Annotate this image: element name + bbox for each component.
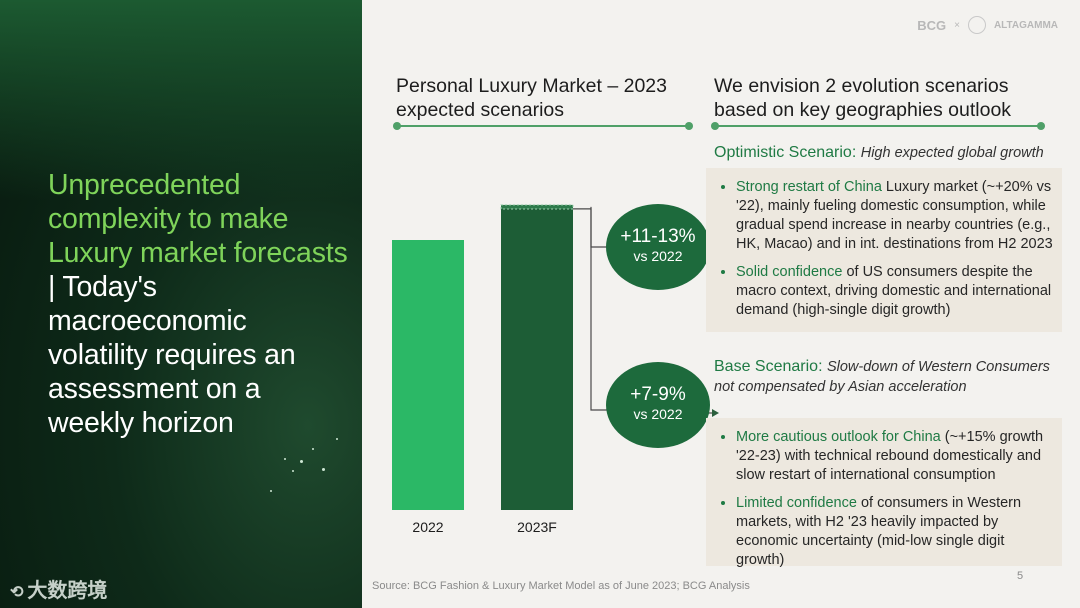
headline-separator: | [48, 271, 63, 303]
scenario-desc: Slow-down of Western Consumers not compe… [714, 359, 1050, 395]
badge-main: +7-9% [630, 384, 686, 405]
scenario-name: Base Scenario: [714, 358, 823, 375]
bullet-text: Luxury market (~+20% vs '22), mainly fue… [736, 179, 1053, 252]
x-tick-label: 2023F [517, 519, 557, 535]
source-note: Source: BCG Fashion & Luxury Market Mode… [372, 580, 750, 592]
bullet-text: of US consumers despite the macro contex… [736, 264, 1052, 318]
top-glow [0, 0, 362, 200]
badge-sub: vs 2022 [633, 248, 683, 264]
left-panel: Unprecedented complexity to make Luxury … [0, 0, 362, 608]
headline-highlight: Unprecedented complexity to make Luxury … [48, 169, 348, 269]
connector-to-base [573, 208, 611, 411]
altagamma-logo: ALTAGAMMA [993, 19, 1058, 31]
bullet-text: of consumers in Western markets, with H2… [736, 495, 1022, 568]
badge-sub: vs 2022 [633, 406, 683, 422]
logo-bar: BCG × ALTAGAMMA [917, 16, 1058, 34]
left-title-rule [393, 122, 693, 130]
optimistic-scenario-title: Optimistic Scenario: High expected globa… [714, 143, 1054, 163]
altagamma-seal-icon [967, 16, 986, 34]
bcg-logo: BCG [917, 17, 947, 33]
list-item: Limited confidence of consumers in Weste… [736, 494, 1054, 570]
watermark-logo-icon: ⟲ [10, 584, 24, 601]
scenario-desc: High expected global growth [860, 145, 1044, 161]
badge-main: +11-13% [620, 226, 696, 247]
bullet-highlight: Strong restart of China [736, 179, 882, 195]
page-number: 5 [1017, 570, 1024, 582]
x-tick-label: 2022 [412, 519, 443, 535]
right-title-line2: based on key geographies outlook [714, 99, 1012, 121]
right-title-line1: We envision 2 evolution scenarios [714, 75, 1009, 97]
headline-rest: Today's macroeconomic volatility require… [48, 271, 296, 439]
bar-2023f [501, 208, 573, 510]
sparkle-dot [312, 448, 314, 450]
sparkle-dot [270, 490, 272, 492]
base-growth-badge: +7-9% vs 2022 [606, 362, 710, 448]
optimistic-scenario-box: Strong restart of China Luxury market (~… [706, 168, 1062, 332]
right-column-title: We envision 2 evolution scenarios based … [714, 74, 1011, 122]
list-item: Solid confidence of US consumers despite… [736, 263, 1054, 320]
scenario-name: Optimistic Scenario: [714, 144, 857, 161]
sparkle-dot [300, 460, 303, 463]
connector-to-optimistic [590, 206, 613, 248]
bullet-highlight: Limited confidence [736, 495, 857, 511]
sparkle-dot [292, 470, 294, 472]
base-scenario-title: Base Scenario: Slow-down of Western Cons… [714, 357, 1054, 397]
bullet-highlight: More cautious outlook for China [736, 429, 941, 445]
base-scenario-box: More cautious outlook for China (~+15% g… [706, 418, 1062, 568]
list-item: Strong restart of China Luxury market (~… [736, 178, 1054, 254]
logo-separator: × [954, 19, 960, 31]
bar-2022 [392, 240, 464, 510]
watermark: ⟲ 大数跨境 [10, 574, 107, 603]
arrow-head-base [712, 409, 719, 417]
right-title-rule [711, 122, 1045, 130]
sparkle-dot [336, 438, 338, 440]
optimistic-growth-badge: +11-13% vs 2022 [606, 204, 710, 290]
slide-headline: Unprecedented complexity to make Luxury … [48, 168, 348, 440]
market-bar-chart: 2022 2023F [392, 204, 719, 535]
bullet-text: (~+15% growth '22-23) with technical reb… [736, 429, 1044, 483]
bullet-highlight: Solid confidence [736, 264, 843, 280]
left-title-line2: expected scenarios [396, 99, 565, 121]
sparkle-dot [322, 468, 325, 471]
forecast-range-band [500, 204, 574, 210]
left-column-title: Personal Luxury Market – 2023 expected s… [396, 74, 667, 122]
list-item: More cautious outlook for China (~+15% g… [736, 428, 1054, 485]
sparkle-dot [284, 458, 286, 460]
left-title-line1: Personal Luxury Market – 2023 [396, 75, 667, 97]
watermark-text: 大数跨境 [27, 580, 108, 602]
